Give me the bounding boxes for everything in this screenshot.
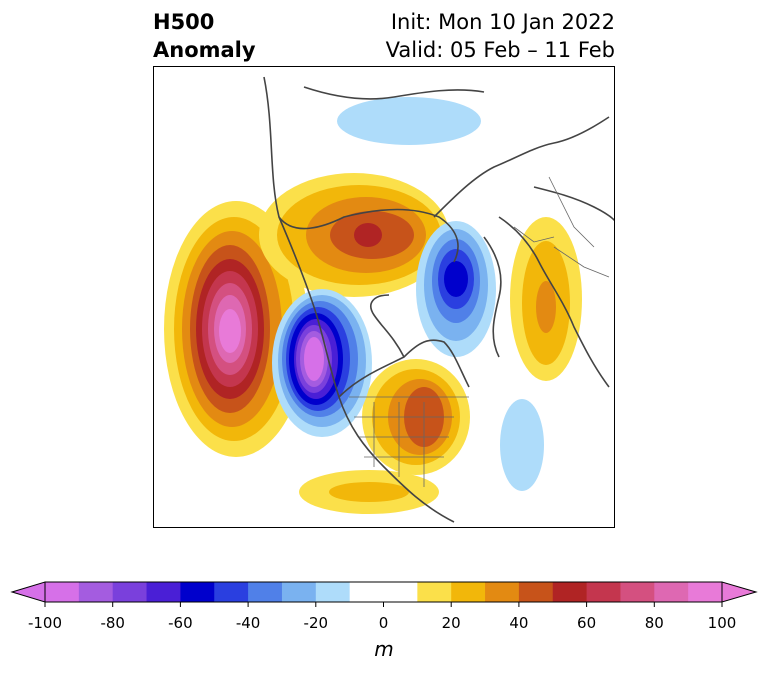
colorbar-cell [485,582,520,602]
colorbar-tick-label: -100 [27,614,63,632]
coastlines [263,76,614,523]
north-pacific-ridge [164,201,308,457]
colorbar-tick-label: 0 [378,614,389,632]
colorbar-cell [180,582,215,602]
colorbar-cell [383,582,418,602]
title-kind: Anomaly [153,38,256,62]
colorbar-cell [112,582,148,602]
colorbar-cell [281,582,317,602]
colorbar-tick-label: 40 [509,614,529,632]
colorbar-tick-label: 100 [707,614,737,632]
colorbar-cell [586,582,621,602]
map-title: H500 Anomaly [153,8,256,64]
colorbar-cell [688,582,723,602]
colorbar-cell [214,582,249,602]
siberian-trough [337,97,481,145]
colorbar [10,581,758,607]
colorbar-unit-label: m [374,637,394,661]
colorbar-cell [620,582,655,602]
colorbar-min-extension [10,581,46,603]
atlantic-trough [500,399,544,491]
colorbar-tick-label: 80 [644,614,664,632]
colorbar-cell [349,582,384,602]
colorbar-tick-label: -40 [235,614,261,632]
europe-ridge [510,217,582,381]
colorbar-tick-label: -60 [168,614,193,632]
valid-range: Valid: 05 Feb – 11 Feb [385,38,615,62]
colorbar-cell [78,582,114,602]
title-variable: H500 [153,10,215,34]
colorbar-cell [518,582,554,602]
colorbar-cell [45,582,80,602]
colorbar-cell [451,582,486,602]
colorbar-max-extension [721,581,758,603]
colorbar-cell [417,582,452,602]
western-canada-trough [272,289,372,437]
greenland-trough [416,221,496,357]
colorbar-cell [654,582,689,602]
borders [349,176,610,487]
colorbar-cells [45,582,723,602]
colorbar-tick-label: -20 [303,614,329,632]
init-date: Init: Mon 10 Jan 2022 [390,10,615,34]
map-dates: Init: Mon 10 Jan 2022 Valid: 05 Feb – 11… [386,8,615,64]
colorbar-cell [315,582,351,602]
colorbar-tick-label: 60 [577,614,597,632]
anomaly-map [164,76,614,523]
map-panel [153,66,615,528]
colorbar-cell [248,582,283,602]
colorbar-cell [146,582,181,602]
colorbar-tick-label: 20 [441,614,461,632]
colorbar-cell [552,582,588,602]
colorbar-tick-label: -80 [100,614,125,632]
